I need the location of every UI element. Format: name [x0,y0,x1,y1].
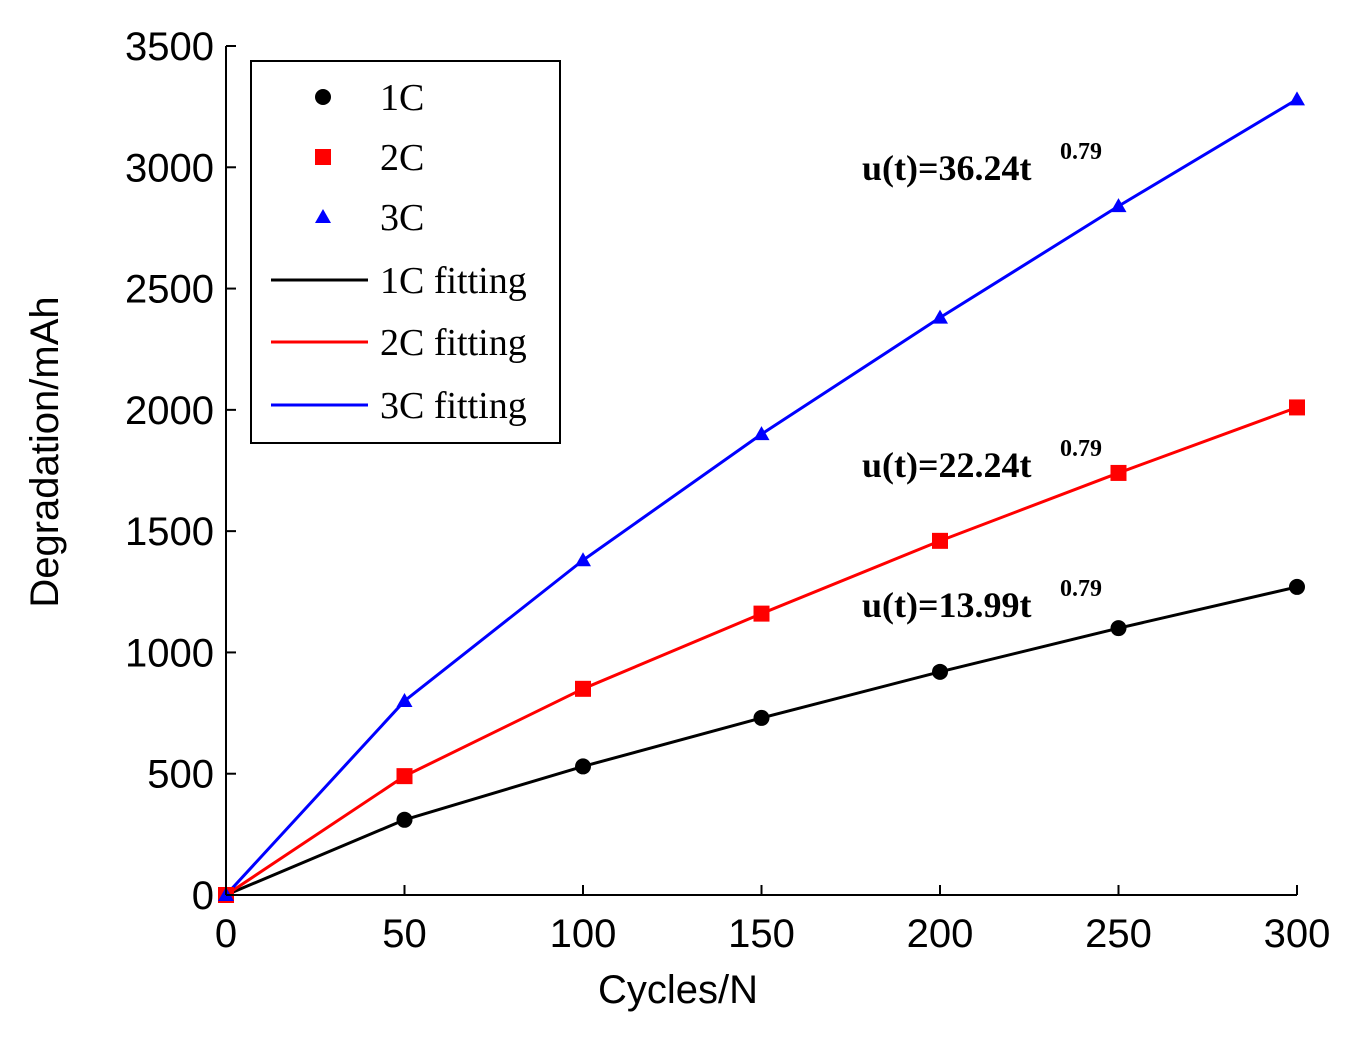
legend-label: 2C fitting [380,322,527,364]
x-tick-label: 150 [728,912,795,956]
data-point-3c [1110,198,1127,213]
x-tick-label: 100 [550,912,617,956]
y-tick-label: 2000 [125,389,214,433]
legend-box [250,60,561,444]
y-tick-label: 1000 [125,631,214,675]
legend-label: 1C [380,77,424,119]
data-point-2c [932,532,948,549]
x-tick-label: 0 [215,912,237,956]
data-point-3c [575,552,591,567]
data-point-3c [396,692,413,707]
data-point-2c [1110,464,1127,481]
x-tick-label: 200 [907,912,974,956]
fit-equation: u(t)=36.24t [862,148,1032,188]
data-point-2c [753,605,770,622]
y-tick-label: 2500 [125,268,214,312]
legend-label: 3C fitting [380,385,527,427]
fit-equation: u(t)=13.99t [862,585,1032,625]
x-tick-label: 250 [1085,912,1152,956]
data-point-2c [1289,399,1305,416]
legend-marker-3c [315,209,331,223]
data-point-1c [575,758,591,775]
data-markers [218,91,1305,903]
y-tick-label: 3500 [125,25,214,69]
data-point-1c [396,811,413,828]
data-point-1c [1289,578,1305,595]
y-tick-label: 500 [147,753,214,797]
data-point-2c [575,680,591,697]
legend-label: 2C [380,137,424,179]
y-tick-label: 1500 [125,510,214,554]
data-point-1c [1110,620,1127,637]
fit-equation-exponent: 0.79 [1060,436,1102,462]
legend-marker-2c [315,149,331,165]
y-tick-label: 0 [192,874,214,918]
x-tick-label: 50 [382,912,427,956]
y-axis-title: Degradation/mAh [23,296,67,607]
data-point-3c [753,426,770,441]
ticks: 0 50 100 150 200 250 3000500100015002000250030… [125,25,1330,956]
data-point-3c [1289,91,1305,106]
x-axis-title: Cycles/N [598,968,758,1012]
legend-label: 3C [380,197,424,239]
fit-equations: u(t)=13.99t 0.79 u(t)=22.24t 0.79 u(t)=36.24… [862,139,1102,625]
y-tick-label: 3000 [125,146,214,190]
x-tick-label: 300 [1264,912,1331,956]
fit-equation-exponent: 0.79 [1060,576,1102,602]
legend-marker-1c [315,89,331,105]
data-point-1c [932,663,948,680]
data-point-2c [396,768,413,785]
legend-label: 1C fitting [380,260,527,302]
data-point-1c [753,709,770,726]
fit-equation: u(t)=22.24t [862,445,1032,485]
legend: 1C 2C 3C 1C fitting 2C fitting 3C fitting [250,60,561,444]
fit-equation-exponent: 0.79 [1060,139,1102,165]
data-point-3c [932,309,948,324]
